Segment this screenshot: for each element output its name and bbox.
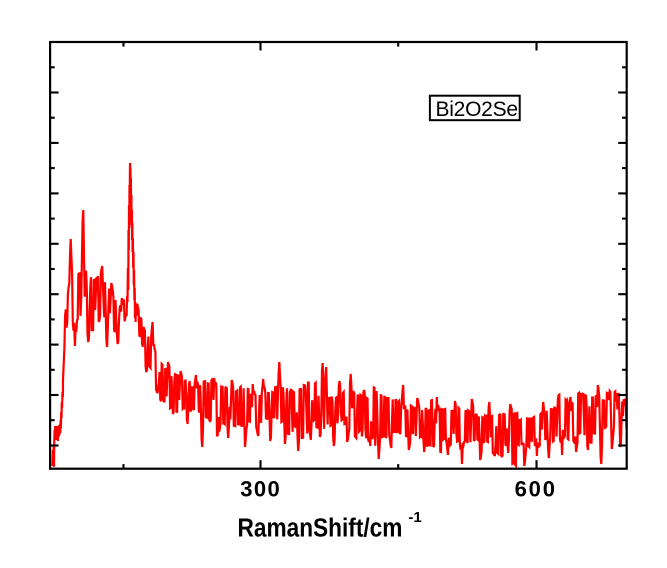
svg-text:600: 600 bbox=[515, 477, 555, 502]
svg-text:RamanShift/cm: RamanShift/cm bbox=[238, 515, 403, 543]
svg-text:-1: -1 bbox=[408, 509, 421, 526]
svg-text:Bi2O2Se: Bi2O2Se bbox=[436, 98, 519, 121]
svg-text:300: 300 bbox=[240, 477, 279, 502]
